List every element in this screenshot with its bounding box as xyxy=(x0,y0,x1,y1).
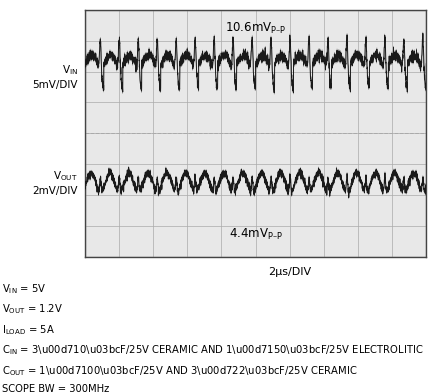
Text: V$_{\mathregular{IN}}$ = 5V: V$_{\mathregular{IN}}$ = 5V xyxy=(2,282,46,296)
Text: V$_{\mathregular{OUT}}$
2mV/DIV: V$_{\mathregular{OUT}}$ 2mV/DIV xyxy=(33,169,78,196)
Text: 2μs/DIV: 2μs/DIV xyxy=(267,267,311,277)
Text: C$_{\mathregular{IN}}$ = 3\u00d710\u03bcF/25V CERAMIC AND 1\u00d7150\u03bcF/25V : C$_{\mathregular{IN}}$ = 3\u00d710\u03bc… xyxy=(2,343,423,357)
Text: V$_{\mathregular{IN}}$
5mV/DIV: V$_{\mathregular{IN}}$ 5mV/DIV xyxy=(33,63,78,90)
Text: 10.6mV$_{\mathregular{P–P}}$: 10.6mV$_{\mathregular{P–P}}$ xyxy=(224,21,286,36)
Text: I$_{\mathregular{LOAD}}$ = 5A: I$_{\mathregular{LOAD}}$ = 5A xyxy=(2,323,55,337)
Text: 4.4mV$_{\mathregular{P–P}}$: 4.4mV$_{\mathregular{P–P}}$ xyxy=(228,227,282,242)
Text: SCOPE BW = 300MHz: SCOPE BW = 300MHz xyxy=(2,384,109,392)
Text: V$_{\mathregular{OUT}}$ = 1.2V: V$_{\mathregular{OUT}}$ = 1.2V xyxy=(2,303,63,316)
Text: C$_{\mathregular{OUT}}$ = 1\u00d7100\u03bcF/25V AND 3\u00d722\u03bcF/25V CERAMIC: C$_{\mathregular{OUT}}$ = 1\u00d7100\u03… xyxy=(2,364,357,377)
